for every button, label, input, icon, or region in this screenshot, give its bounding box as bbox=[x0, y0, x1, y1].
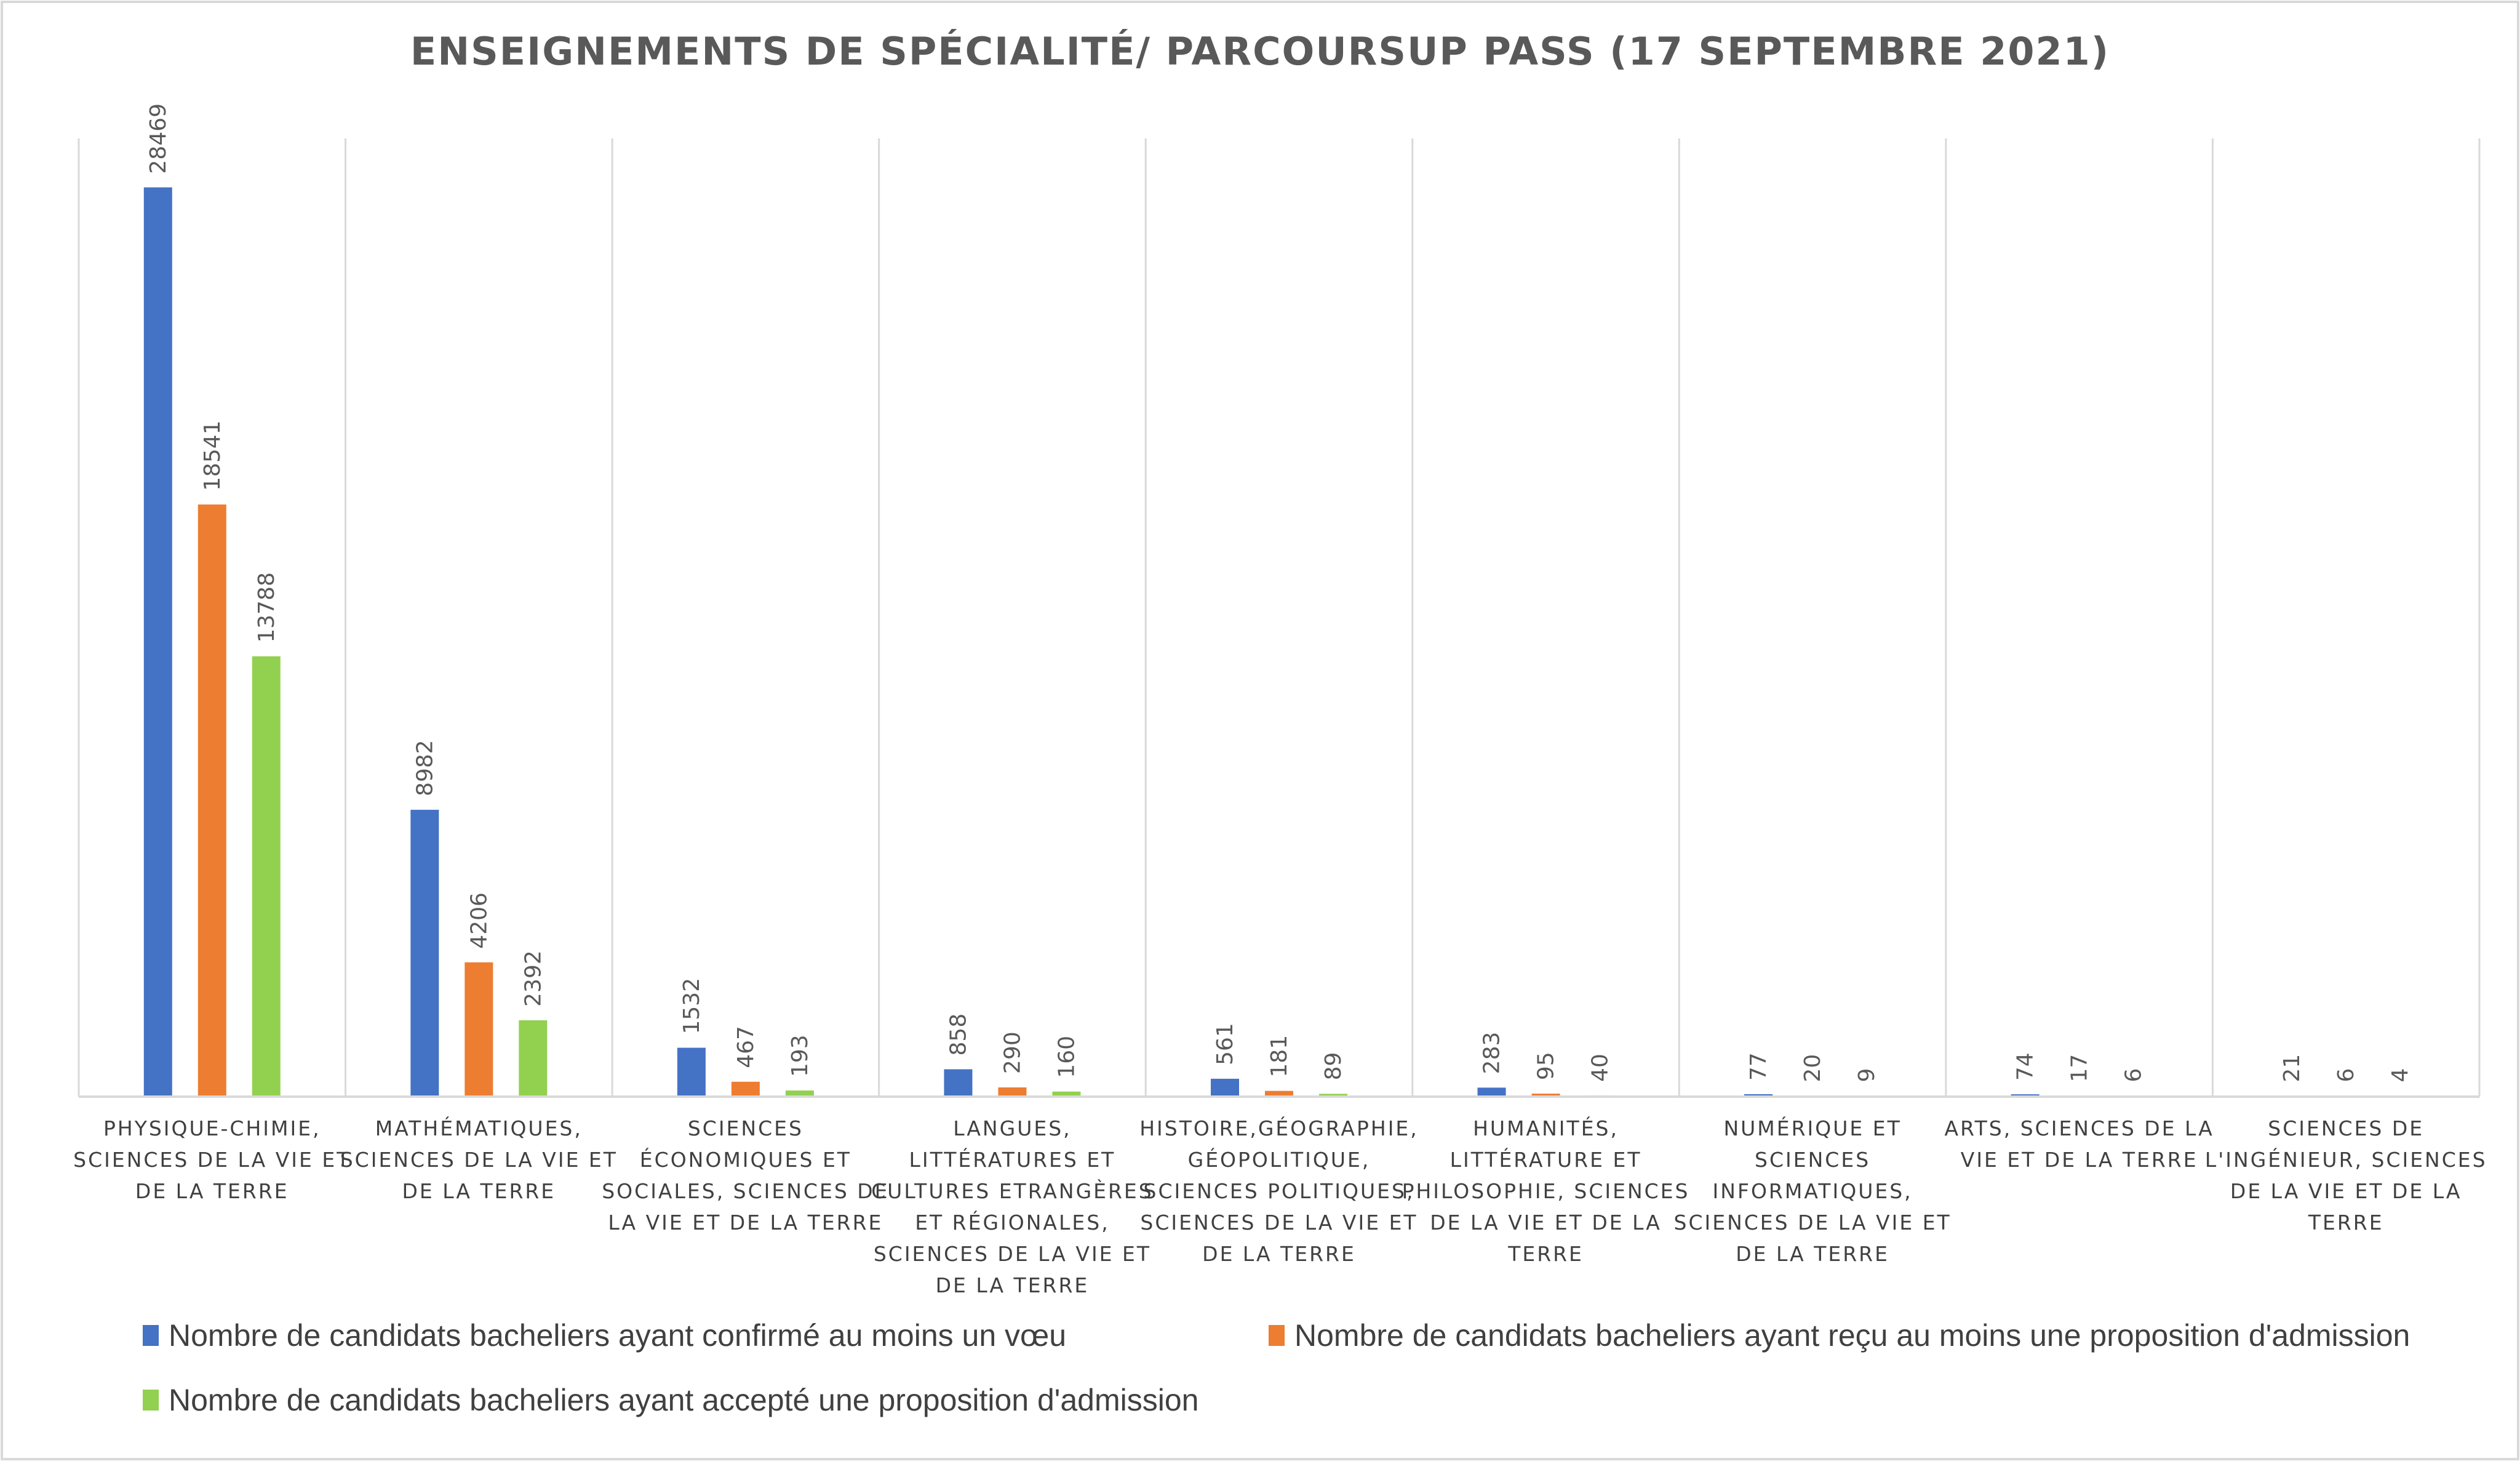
bar-series-3 bbox=[252, 656, 281, 1097]
data-label: 160 bbox=[1054, 1036, 1079, 1078]
data-label: 6 bbox=[2334, 1068, 2359, 1083]
legend-label: Nombre de candidats bacheliers ayant reç… bbox=[1294, 1318, 2410, 1353]
legend-label: Nombre de candidats bacheliers ayant acc… bbox=[169, 1383, 1198, 1417]
data-label: 8982 bbox=[412, 740, 437, 796]
category-label: NUMÉRIQUE ET SCIENCES INFORMATIQUES, SCIENC… bbox=[1674, 1116, 1952, 1266]
data-label: 561 bbox=[1213, 1023, 1238, 1065]
bar-series-2 bbox=[1265, 1091, 1293, 1097]
data-label: 4 bbox=[2388, 1068, 2413, 1083]
data-label: 13788 bbox=[254, 572, 279, 643]
data-label: 283 bbox=[1480, 1032, 1505, 1075]
bar-series-1 bbox=[1477, 1087, 1506, 1097]
data-label: 95 bbox=[1534, 1052, 1559, 1080]
bar-series-2 bbox=[998, 1087, 1027, 1097]
data-label: 20 bbox=[1800, 1054, 1825, 1083]
data-label: 6 bbox=[2121, 1068, 2147, 1083]
data-label: 40 bbox=[1588, 1054, 1613, 1082]
data-label: 1532 bbox=[679, 978, 704, 1035]
data-label: 9 bbox=[1854, 1068, 1880, 1083]
category-label: ARTS, SCIENCES DE LA VIE ET DE LA TERRE bbox=[1945, 1116, 2214, 1172]
data-label: 4206 bbox=[466, 892, 492, 949]
data-label: 858 bbox=[946, 1014, 971, 1056]
category-label: HISTOIRE,GÉOGRAPHIE, GÉOPOLITIQUE, SCIENCE… bbox=[1139, 1116, 1419, 1266]
bar-series-1 bbox=[1211, 1078, 1239, 1097]
bar-series-1 bbox=[944, 1069, 973, 1097]
legend: Nombre de candidats bacheliers ayant con… bbox=[143, 1318, 2410, 1417]
data-label: 18541 bbox=[200, 420, 225, 491]
category-label: HUMANITÉS, LITTÉRATURE ET PHILOSOPHIE, SCI… bbox=[1402, 1116, 1690, 1266]
bar-series-3 bbox=[1319, 1094, 1347, 1097]
data-label: 2392 bbox=[520, 950, 546, 1007]
bar-series-3 bbox=[1052, 1091, 1081, 1097]
data-label: 21 bbox=[2279, 1054, 2305, 1083]
bar-series-3 bbox=[785, 1090, 814, 1097]
legend-swatch bbox=[1269, 1325, 1285, 1346]
legend-item: Nombre de candidats bacheliers ayant reç… bbox=[1269, 1318, 2410, 1353]
bar-series-2 bbox=[197, 504, 226, 1097]
data-label: 17 bbox=[2067, 1054, 2092, 1083]
category-label: MATHÉMATIQUES, SCIENCES DE LA VIE ET DE LA… bbox=[340, 1116, 618, 1203]
legend-swatch bbox=[143, 1390, 159, 1411]
chart-title: ENSEIGNEMENTS DE SPÉCIALITÉ/ PARCOURSUP … bbox=[410, 29, 2110, 74]
category-label: LANGUES, LITTÉRATURES ET CULTURES ETRANGÈR… bbox=[871, 1116, 1154, 1297]
legend-swatch bbox=[143, 1325, 159, 1346]
bar-series-2 bbox=[731, 1081, 760, 1097]
bar-series-3 bbox=[519, 1020, 548, 1097]
data-label: 467 bbox=[733, 1026, 759, 1068]
legend-item: Nombre de candidats bacheliers ayant con… bbox=[143, 1318, 1066, 1353]
bar-series-2 bbox=[465, 962, 493, 1097]
legend-label: Nombre de candidats bacheliers ayant con… bbox=[169, 1318, 1066, 1353]
data-label: 193 bbox=[788, 1035, 813, 1077]
legend-item: Nombre de candidats bacheliers ayant acc… bbox=[143, 1383, 1198, 1417]
category-label: SCIENCES DE L'INGÉNIEUR, SCIENCES DE LA VI… bbox=[2205, 1116, 2487, 1235]
data-label: 181 bbox=[1267, 1035, 1292, 1078]
data-label: 77 bbox=[1746, 1052, 1771, 1081]
bar-series-1 bbox=[677, 1047, 706, 1097]
category-label: SCIENCES ÉCONOMIQUES ET SOCIALES, SCIENCES… bbox=[602, 1116, 889, 1235]
data-label: 28469 bbox=[146, 103, 171, 174]
bar-series-1 bbox=[143, 187, 172, 1097]
data-label: 89 bbox=[1321, 1052, 1346, 1081]
data-label: 290 bbox=[1000, 1031, 1025, 1074]
category-label: PHYSIQUE-CHIMIE, SCIENCES DE LA VIE ET DE … bbox=[73, 1116, 351, 1203]
bar-series-2 bbox=[1531, 1094, 1560, 1097]
bar-series-1 bbox=[410, 809, 439, 1097]
data-label: 74 bbox=[2013, 1052, 2038, 1081]
